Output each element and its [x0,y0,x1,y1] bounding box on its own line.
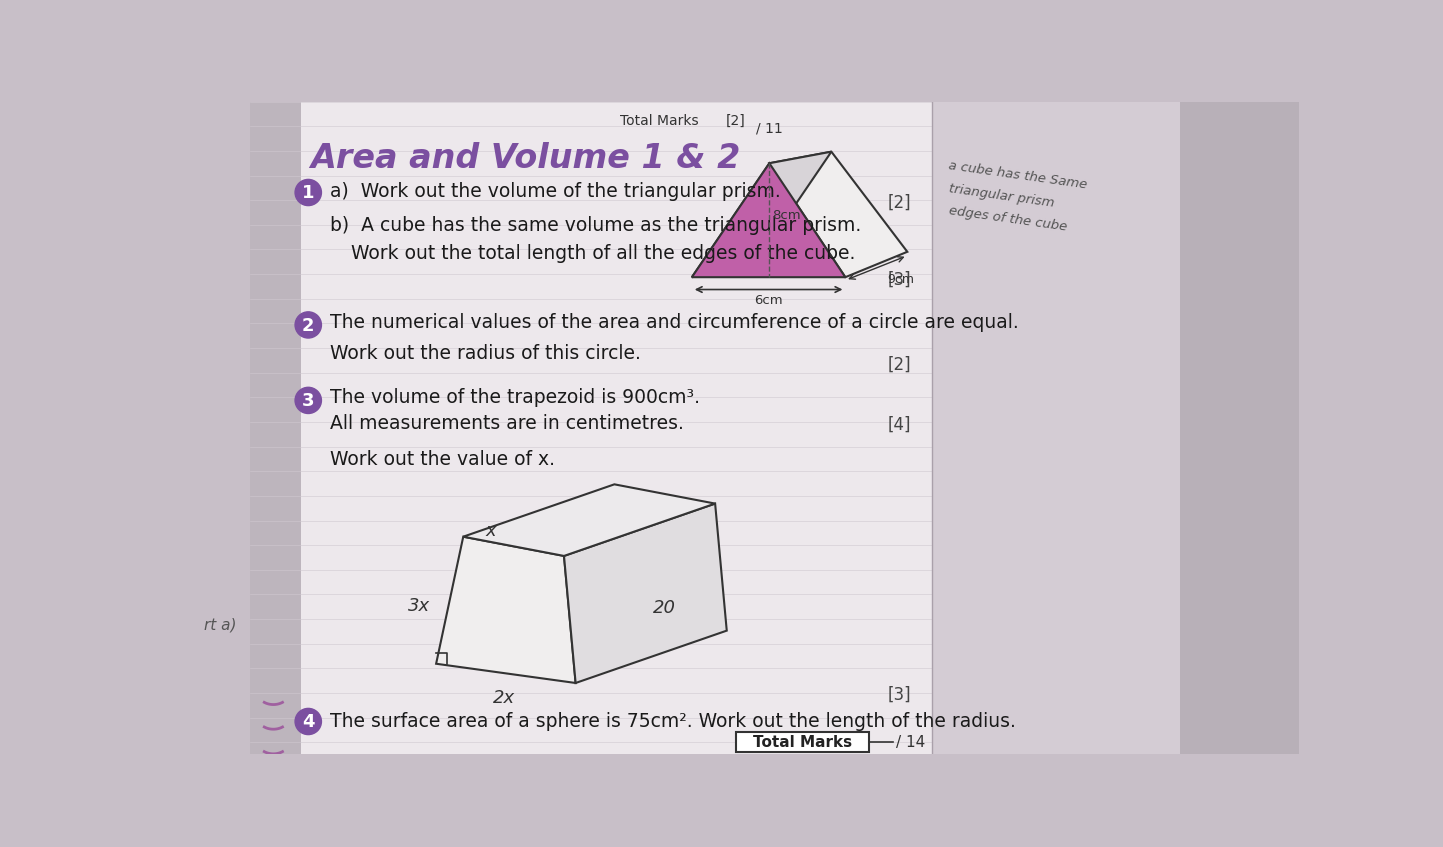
Text: / 11: / 11 [756,122,782,136]
Circle shape [294,180,322,206]
Text: 9cm: 9cm [887,273,915,285]
Text: Work out the total length of all the edges of the cube.: Work out the total length of all the edg… [351,244,856,263]
Text: Work out the value of x.: Work out the value of x. [330,451,556,469]
Text: [2]: [2] [726,114,745,128]
Polygon shape [932,102,1180,754]
Text: The volume of the trapezoid is 900cm³.: The volume of the trapezoid is 900cm³. [330,388,700,407]
Text: 8cm: 8cm [772,209,801,222]
Polygon shape [1180,102,1299,754]
Text: edges of the cube: edges of the cube [948,204,1068,234]
Circle shape [294,312,322,338]
Text: Work out the radius of this circle.: Work out the radius of this circle. [330,344,641,363]
Text: [3]: [3] [887,271,911,289]
Text: All measurements are in centimetres.: All measurements are in centimetres. [330,414,684,434]
Text: 3: 3 [302,392,315,410]
Polygon shape [250,102,300,754]
Text: [2]: [2] [887,194,911,212]
Text: Area and Volume 1 & 2: Area and Volume 1 & 2 [310,141,740,174]
Text: x: x [485,522,496,540]
Text: a cube has the Same: a cube has the Same [948,159,1088,191]
Text: Total Marks: Total Marks [753,735,853,750]
Text: [2]: [2] [887,356,911,374]
FancyBboxPatch shape [736,733,869,752]
Polygon shape [436,537,576,683]
Polygon shape [691,163,846,277]
Text: b)  A cube has the same volume as the triangular prism.: b) A cube has the same volume as the tri… [330,216,861,235]
Circle shape [294,708,322,734]
Text: triangular prism: triangular prism [948,182,1055,210]
Polygon shape [691,152,831,277]
Text: a)  Work out the volume of the triangular prism.: a) Work out the volume of the triangular… [330,182,781,201]
Polygon shape [564,504,727,683]
Text: The numerical values of the area and circumference of a circle are equal.: The numerical values of the area and cir… [330,313,1019,332]
Text: 2x: 2x [494,689,515,707]
Circle shape [294,387,322,413]
Text: Total Marks: Total Marks [620,114,698,128]
Polygon shape [769,152,908,277]
Text: 20: 20 [654,600,677,617]
Text: 1: 1 [302,185,315,202]
Text: 3x: 3x [408,597,430,615]
Text: 2: 2 [302,317,315,335]
Polygon shape [463,484,716,556]
Text: The surface area of a sphere is 75cm². Work out the length of the radius.: The surface area of a sphere is 75cm². W… [330,712,1016,731]
Text: 6cm: 6cm [755,294,784,307]
Text: [4]: [4] [887,416,911,434]
Text: [3]: [3] [887,685,911,703]
Text: / 14: / 14 [896,735,926,750]
Text: 4: 4 [302,713,315,731]
Polygon shape [250,102,932,754]
Text: rt a): rt a) [203,617,237,633]
